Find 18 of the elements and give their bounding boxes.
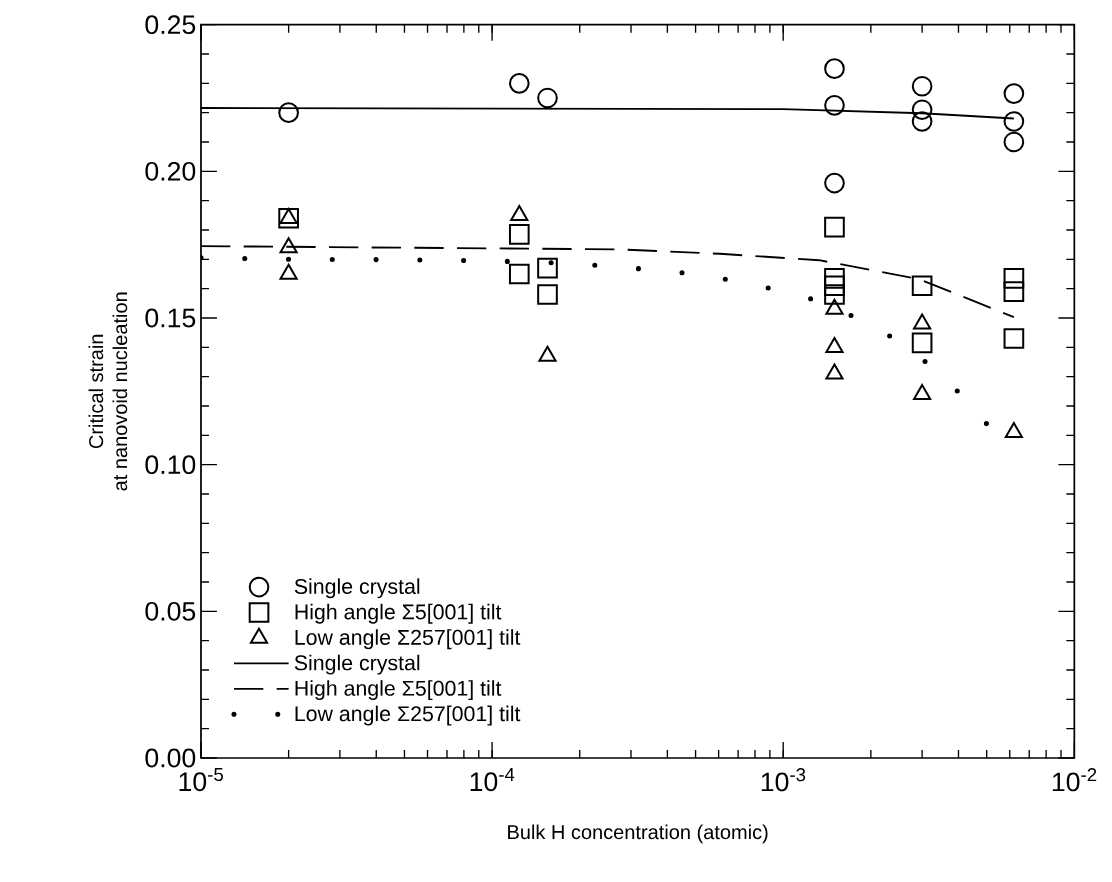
legend-label: Low angle Σ257[001] tilt: [295, 629, 521, 650]
y-tick-label: 0.15: [145, 308, 196, 328]
legend-label: Low angle Σ257[001] tilt: [295, 705, 521, 726]
y-tick-label: 0.20: [145, 161, 196, 181]
x-tick-label: 10$^{-5}$: [179, 768, 223, 792]
y-tick-label: 0.10: [145, 455, 196, 475]
y-tick-label: 0.00: [145, 748, 196, 768]
x-tick-label: 10$^{-4}$: [470, 768, 515, 792]
legend-label: Single crystal: [294, 578, 420, 599]
legend-label: High angle Σ5[001] tilt: [295, 603, 502, 624]
y-tick-label: 0.05: [145, 601, 196, 621]
x-axis-title: Bulk H concentration (atomic): [508, 824, 768, 844]
x-tick-label: 10$^{-2}$: [1052, 768, 1097, 792]
y-axis-title: Critical strain at nanovoid nucleation: [88, 292, 128, 491]
y-tick-label: 0.25: [145, 15, 196, 35]
x-tick-label: 10$^{-3}$: [761, 768, 806, 792]
legend-label: Single crystal: [294, 654, 420, 675]
legend-label: High angle Σ5[001] tilt: [295, 680, 502, 701]
